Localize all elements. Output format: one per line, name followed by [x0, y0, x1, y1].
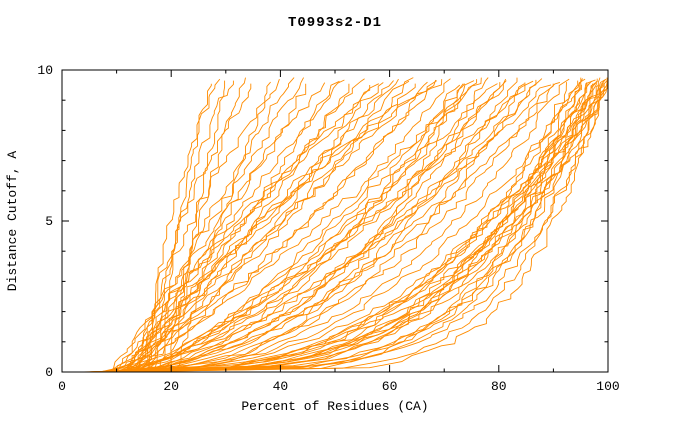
model-curve	[122, 84, 552, 373]
y-tick-label: 5	[45, 214, 53, 229]
model-curve	[105, 83, 604, 373]
x-tick-label: 40	[273, 379, 289, 394]
model-curve	[138, 80, 410, 373]
y-tick-label: 10	[37, 63, 53, 78]
model-curve	[121, 81, 428, 373]
y-axis-label: Distance Cutoff, A	[5, 151, 20, 292]
model-curve	[111, 84, 461, 373]
model-curve	[94, 77, 608, 373]
model-curve	[94, 78, 598, 373]
model-curve	[105, 77, 518, 373]
model-curve	[94, 82, 526, 373]
model-curve	[105, 83, 554, 373]
model-curve	[110, 77, 414, 373]
model-curve	[132, 80, 534, 373]
model-curve	[111, 83, 464, 373]
x-tick-label: 100	[596, 379, 619, 394]
model-curve	[111, 78, 583, 373]
x-tick-label: 20	[163, 379, 179, 394]
model-curve	[89, 82, 567, 373]
x-tick-label: 80	[491, 379, 507, 394]
model-curve	[83, 82, 597, 373]
model-curve	[105, 85, 371, 373]
model-curve	[154, 80, 234, 372]
model-curve	[105, 80, 475, 373]
model-curve	[121, 78, 365, 373]
y-tick-label: 0	[45, 365, 53, 380]
model-curve	[111, 79, 596, 373]
model-curve	[122, 81, 597, 373]
chart-title: T0993s2-D1	[288, 15, 382, 31]
model-curve	[137, 78, 280, 372]
model-curve	[132, 83, 416, 373]
model-curve	[110, 82, 384, 373]
model-curve	[100, 78, 543, 373]
model-curve	[111, 82, 501, 373]
model-curve	[89, 82, 608, 373]
model-curve	[143, 83, 379, 373]
x-tick-label: 60	[382, 379, 398, 394]
model-curve	[94, 78, 570, 373]
model-curve	[148, 79, 443, 373]
model-curve	[127, 77, 295, 372]
plot-border	[61, 69, 609, 373]
model-curve	[100, 80, 507, 373]
x-axis-label: Percent of Residues (CA)	[241, 399, 428, 414]
axes-layer: 0 20 40 60 80 100 0 5 10	[37, 63, 619, 394]
model-curve	[137, 82, 326, 372]
model-curve	[100, 78, 451, 373]
model-curve	[116, 81, 561, 373]
model-curve	[127, 83, 498, 373]
model-curve	[100, 80, 608, 373]
x-tick-label: 0	[58, 379, 66, 394]
model-curve	[89, 83, 594, 373]
model-curve	[143, 83, 252, 372]
model-curve	[165, 77, 246, 372]
model-curve	[89, 82, 588, 373]
model-curve	[127, 83, 350, 373]
model-curve	[105, 80, 438, 373]
model-curve	[100, 82, 604, 373]
curves-layer	[83, 77, 609, 373]
model-curve	[94, 77, 601, 373]
model-curve	[127, 77, 482, 373]
model-curve	[100, 84, 582, 373]
model-curve	[116, 79, 478, 373]
model-curve	[89, 79, 606, 373]
